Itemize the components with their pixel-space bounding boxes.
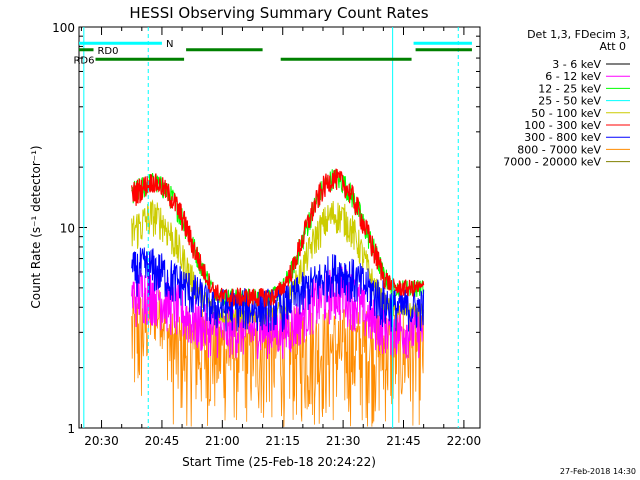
annotation-label-rd0: RD0 [97, 46, 118, 57]
footer-timestamp: 27-Feb-2018 14:30 [560, 467, 636, 476]
x-tick-label: 20:30 [84, 434, 119, 448]
annotation-label-rd6: RD6 [73, 55, 94, 66]
x-tick-label: 21:30 [326, 434, 361, 448]
legend-label: 6 - 12 keV [545, 70, 601, 83]
legend-label: 7000 - 20000 keV [503, 156, 601, 169]
x-tick-label: 21:45 [386, 434, 421, 448]
x-axis-label: Start Time (25-Feb-18 20:24:22) [182, 455, 376, 469]
x-tick-label: 20:45 [145, 434, 180, 448]
legend-header-line2: Att 0 [600, 40, 626, 53]
x-tick-label: 21:15 [265, 434, 300, 448]
chart-title: HESSI Observing Summary Count Rates [129, 4, 428, 22]
legend-label: 25 - 50 keV [538, 95, 601, 108]
legend-label: 12 - 25 keV [538, 82, 601, 95]
legend-label: 50 - 100 keV [531, 107, 601, 120]
legend-header-line1: Det 1,3, FDecim 3, [527, 28, 630, 41]
x-tick-label: 22:00 [447, 434, 482, 448]
x-tick-label: 21:00 [205, 434, 240, 448]
series-line-50-100-kev [131, 199, 425, 326]
plot-area [131, 168, 425, 427]
legend-label: 3 - 6 keV [552, 58, 601, 71]
legend-label: 800 - 7000 keV [517, 143, 601, 156]
y-tick-label: 10 [60, 222, 75, 236]
series-line-100-300-kev [131, 168, 425, 308]
y-axis-label: Count Rate (s⁻¹ detector⁻¹) [29, 145, 43, 308]
legend-label: 300 - 800 keV [524, 131, 601, 144]
legend-label: 100 - 300 keV [524, 119, 601, 132]
y-tick-label: 100 [52, 21, 75, 35]
series-line-300-800-kev [131, 247, 425, 333]
y-tick-label: 1 [67, 422, 75, 436]
x-axis: 20:30 20:45 21:00 21:15 21:30 21:45 22:00 [80, 27, 482, 448]
annotation-label-n: N [166, 39, 173, 50]
y-axis: 1 10 100 [52, 21, 480, 436]
